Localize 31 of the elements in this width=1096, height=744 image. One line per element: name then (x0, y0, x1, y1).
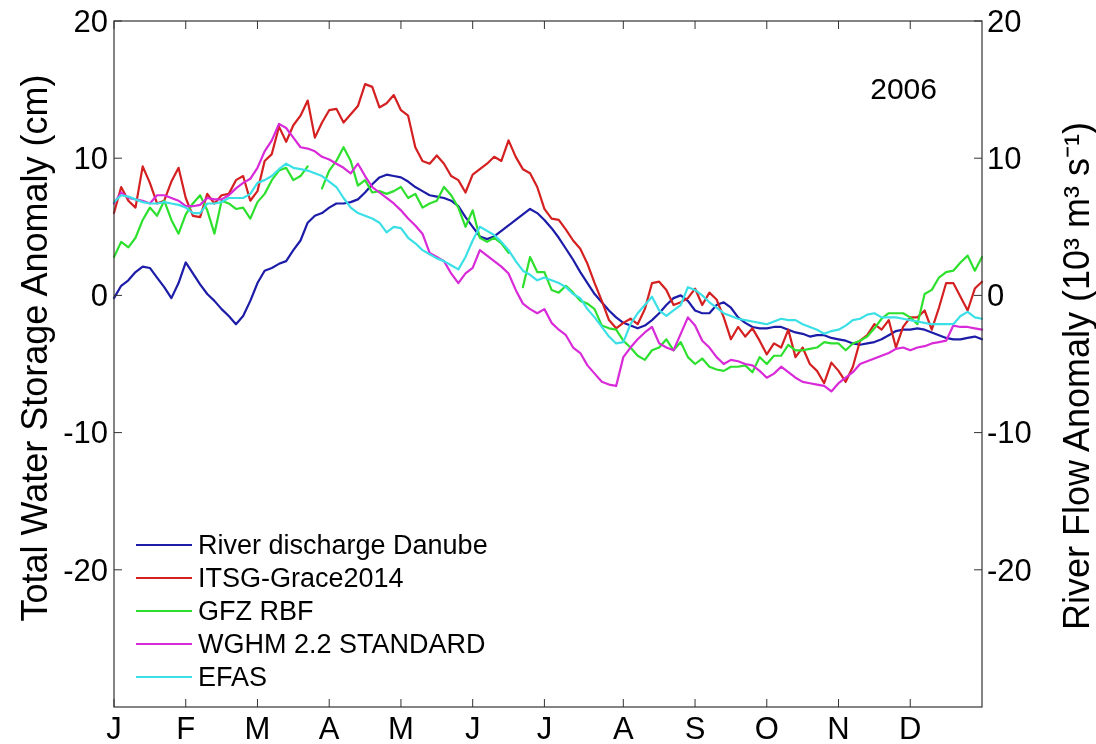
legend-label: EFAS (198, 662, 268, 693)
y2-tick-label: 0 (987, 278, 1005, 314)
y-axis-title: Total Water Storage Anomaly (cm) (13, 74, 55, 622)
y-tick-label: -20 (63, 552, 108, 588)
legend-label: WGHM 2.2 STANDARD (198, 629, 486, 660)
y2-tick-label: -10 (987, 415, 1032, 451)
x-tick-label: M (388, 711, 414, 744)
y-tick-label: 10 (73, 141, 108, 177)
x-tick-label: J (106, 711, 122, 744)
x-tick-label: J (464, 711, 481, 744)
x-tick-label: D (899, 711, 922, 744)
y-tick-label: 0 (90, 278, 108, 314)
y-tick-label: -10 (63, 415, 108, 451)
x-tick-label: A (612, 711, 634, 744)
y2-tick-label: 20 (987, 3, 1022, 39)
x-tick-label: J (536, 711, 553, 744)
annotation: 2006 (870, 71, 937, 105)
legend-label: River discharge Danube (198, 530, 488, 561)
x-tick-label: N (827, 711, 850, 744)
y-tick-label: 20 (73, 3, 108, 39)
y2-tick-label: 10 (987, 141, 1022, 177)
x-tick-label: A (318, 711, 340, 744)
line-series (112, 122, 984, 393)
x-tick-label: F (176, 711, 196, 744)
legend-label: GFZ RBF (198, 596, 314, 627)
x-tick-label: M (244, 711, 271, 744)
legend-label: ITSG-Grace2014 (198, 563, 404, 594)
y2-tick-label: -20 (987, 552, 1032, 588)
x-tick-label: O (754, 711, 779, 744)
x-tick-label: S (684, 711, 706, 744)
y2-axis-title: River Flow Anomaly (10³ m³ s⁻¹) (1055, 121, 1096, 631)
